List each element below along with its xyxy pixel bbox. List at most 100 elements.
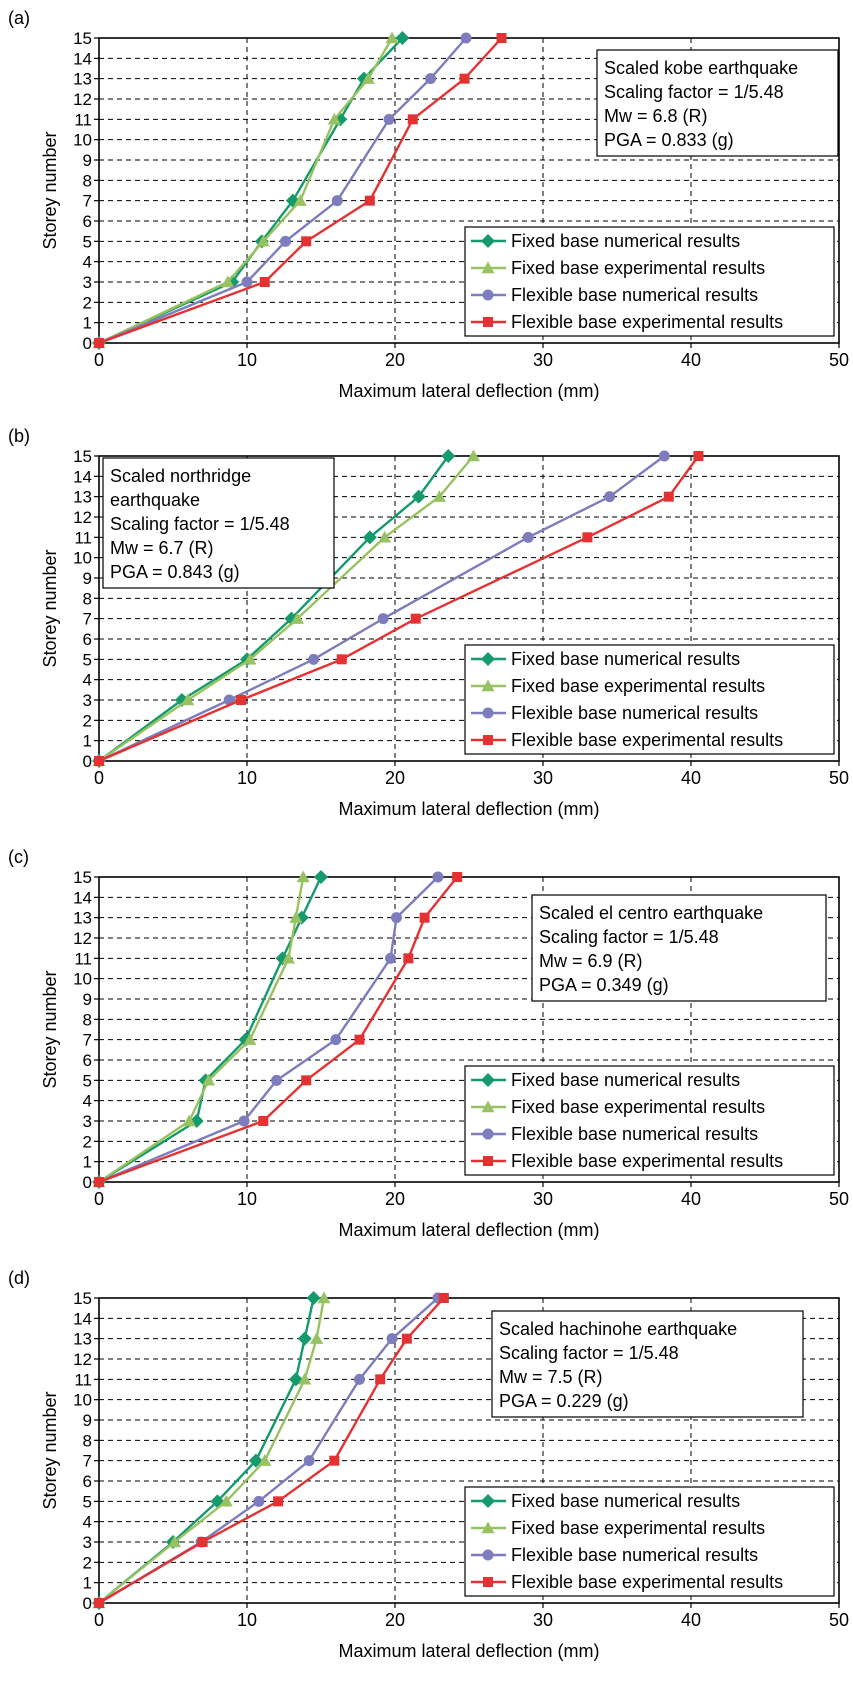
data-point-marker: [301, 236, 312, 247]
y-axis-label: Storey number: [40, 1391, 60, 1509]
data-point-marker: [181, 693, 195, 706]
data-point-marker: [604, 491, 616, 503]
x-tick-label: 50: [829, 1610, 849, 1630]
data-point-marker: [432, 490, 446, 502]
y-tick-label: 3: [83, 273, 92, 292]
data-point-marker: [284, 611, 299, 626]
legend-swatch-marker: [481, 1100, 495, 1113]
x-tick-label: 20: [385, 768, 405, 788]
legend-item: Fixed base experimental results: [471, 1097, 765, 1117]
data-point-marker: [438, 1293, 449, 1303]
data-point-marker: [496, 33, 507, 43]
data-point-marker: [385, 31, 399, 44]
annotation-line: PGA = 0.843 (g): [110, 562, 240, 582]
chart-panel-a: (a) 0 1 2 3 4 5 6 7 8 9 10 11 12 13 14 15 0 10 20 30 40 50 Maxi…: [0, 0, 853, 420]
y-tick-label: 12: [73, 90, 92, 109]
legend-swatch-marker: [482, 707, 494, 719]
data-point-marker: [336, 654, 347, 665]
legend-item: Flexible base numerical results: [471, 1124, 758, 1144]
chart-panel-d: (d) 0 1 2 3 4 5 6 7 8 9 10 11 12 13 14 15 0 10 20 30 40 50 Maxi…: [0, 1260, 853, 1680]
y-tick-label: 6: [83, 630, 92, 649]
legend-label: Flexible base experimental results: [511, 312, 783, 332]
legend-item: Fixed base numerical results: [471, 231, 740, 251]
data-point-marker: [378, 530, 392, 543]
data-point-marker: [452, 872, 463, 882]
y-tick-label: 6: [83, 1472, 92, 1491]
data-point-marker: [288, 1372, 303, 1387]
y-tick-label: 0: [83, 1173, 92, 1192]
annotation-line: Mw = 6.9 (R): [539, 951, 643, 971]
y-tick-label: 15: [73, 1289, 92, 1308]
legend-swatch-marker: [481, 679, 495, 692]
legend-swatch-marker: [481, 652, 495, 666]
data-point-marker: [238, 1115, 250, 1127]
data-point-marker: [403, 953, 414, 964]
legend-label: Flexible base experimental results: [511, 1572, 783, 1592]
panel-label: (b): [8, 426, 30, 446]
legend-box: [464, 226, 835, 337]
series-line: [98, 876, 459, 1184]
x-axis-label: Maximum lateral deflection (mm): [338, 381, 599, 401]
y-tick-label: 8: [83, 1431, 92, 1450]
data-point-marker: [459, 73, 470, 84]
y-tick-label: 15: [73, 447, 92, 466]
data-point-marker: [330, 1034, 342, 1046]
y-tick-label: 14: [73, 49, 92, 68]
data-point-marker: [253, 1495, 265, 1507]
annotation-line: Scaling factor = 1/5.48: [604, 82, 784, 102]
legend-box: [464, 1486, 835, 1597]
y-tick-label: 5: [83, 650, 92, 669]
y-tick-label: 14: [73, 888, 92, 907]
x-tick-label: 30: [533, 1610, 553, 1630]
legend-swatch-marker: [482, 289, 494, 301]
y-tick-label: 7: [83, 1031, 92, 1050]
annotation-box: Scaled kobe earthquake Scaling factor = 1…: [596, 49, 839, 157]
legend-box: [464, 1065, 835, 1176]
data-point-marker: [658, 450, 670, 462]
annotation-frame: [531, 894, 827, 1002]
annotation-line: earthquake: [110, 490, 200, 510]
data-point-marker: [219, 1494, 233, 1507]
y-tick-label: 9: [83, 990, 92, 1009]
legend-swatch-marker: [481, 1494, 495, 1508]
data-point-marker: [329, 1455, 340, 1466]
series-flex_exp: [94, 872, 463, 1187]
legend-item: Flexible base experimental results: [471, 1151, 783, 1171]
y-tick-label: 11: [74, 528, 92, 547]
data-point-marker: [407, 114, 418, 125]
data-point-marker: [94, 756, 104, 766]
data-point-marker: [383, 113, 395, 125]
legend-label: Fixed base experimental results: [511, 1097, 765, 1117]
y-tick-label: 3: [83, 1533, 92, 1552]
y-tick-label: 4: [83, 671, 92, 690]
annotation-line: Scaled kobe earthquake: [604, 58, 798, 78]
data-point-marker: [364, 195, 375, 206]
annotation-line: Scaled hachinohe earthquake: [499, 1319, 737, 1339]
y-tick-label: 6: [83, 1051, 92, 1070]
x-tick-label: 20: [385, 350, 405, 370]
x-tick-label: 40: [681, 350, 701, 370]
series-line: [98, 876, 305, 1183]
series-line: [98, 37, 404, 345]
legend-label: Fixed base experimental results: [511, 676, 765, 696]
data-point-marker: [301, 1075, 312, 1086]
y-tick-label: 10: [73, 970, 92, 989]
legend-swatch-marker: [483, 735, 493, 745]
data-point-marker: [419, 912, 430, 923]
x-tick-label: 10: [237, 350, 257, 370]
data-point-marker: [289, 911, 303, 923]
series-flex_exp: [94, 1293, 449, 1608]
x-tick-label: 20: [385, 1610, 405, 1630]
annotation-line: Scaling factor = 1/5.48: [110, 514, 290, 534]
annotation-line: Scaled northridge: [110, 466, 251, 486]
legend-item: Fixed base numerical results: [471, 1070, 740, 1090]
data-point-marker: [256, 234, 270, 247]
annotation-line: PGA = 0.349 (g): [539, 975, 669, 995]
data-point-marker: [410, 613, 421, 624]
data-point-marker: [314, 870, 328, 884]
legend-swatch-marker: [482, 1128, 494, 1140]
y-tick-label: 0: [83, 1594, 92, 1613]
